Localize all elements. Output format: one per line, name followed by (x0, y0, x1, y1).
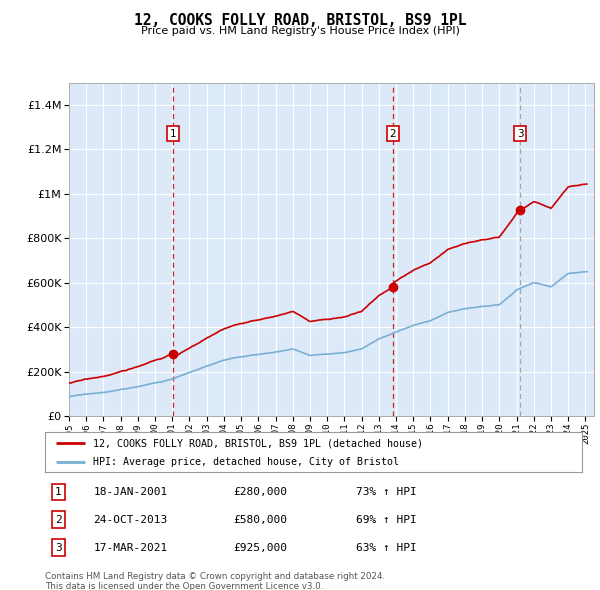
Text: 1: 1 (55, 487, 62, 497)
Text: HPI: Average price, detached house, City of Bristol: HPI: Average price, detached house, City… (94, 457, 400, 467)
Text: 69% ↑ HPI: 69% ↑ HPI (356, 515, 417, 525)
Text: Contains HM Land Registry data © Crown copyright and database right 2024.: Contains HM Land Registry data © Crown c… (45, 572, 385, 581)
Text: Price paid vs. HM Land Registry's House Price Index (HPI): Price paid vs. HM Land Registry's House … (140, 26, 460, 36)
Text: 63% ↑ HPI: 63% ↑ HPI (356, 543, 417, 553)
Text: 17-MAR-2021: 17-MAR-2021 (94, 543, 167, 553)
Text: 2: 2 (55, 515, 62, 525)
Text: 12, COOKS FOLLY ROAD, BRISTOL, BS9 1PL (detached house): 12, COOKS FOLLY ROAD, BRISTOL, BS9 1PL (… (94, 438, 424, 448)
Text: 3: 3 (517, 129, 523, 139)
Text: 1: 1 (170, 129, 176, 139)
Text: £925,000: £925,000 (233, 543, 287, 553)
Text: 18-JAN-2001: 18-JAN-2001 (94, 487, 167, 497)
Text: 12, COOKS FOLLY ROAD, BRISTOL, BS9 1PL: 12, COOKS FOLLY ROAD, BRISTOL, BS9 1PL (134, 13, 466, 28)
Text: This data is licensed under the Open Government Licence v3.0.: This data is licensed under the Open Gov… (45, 582, 323, 590)
Text: £280,000: £280,000 (233, 487, 287, 497)
Text: 3: 3 (55, 543, 62, 553)
Text: 24-OCT-2013: 24-OCT-2013 (94, 515, 167, 525)
Text: 2: 2 (389, 129, 396, 139)
Text: £580,000: £580,000 (233, 515, 287, 525)
Text: 73% ↑ HPI: 73% ↑ HPI (356, 487, 417, 497)
